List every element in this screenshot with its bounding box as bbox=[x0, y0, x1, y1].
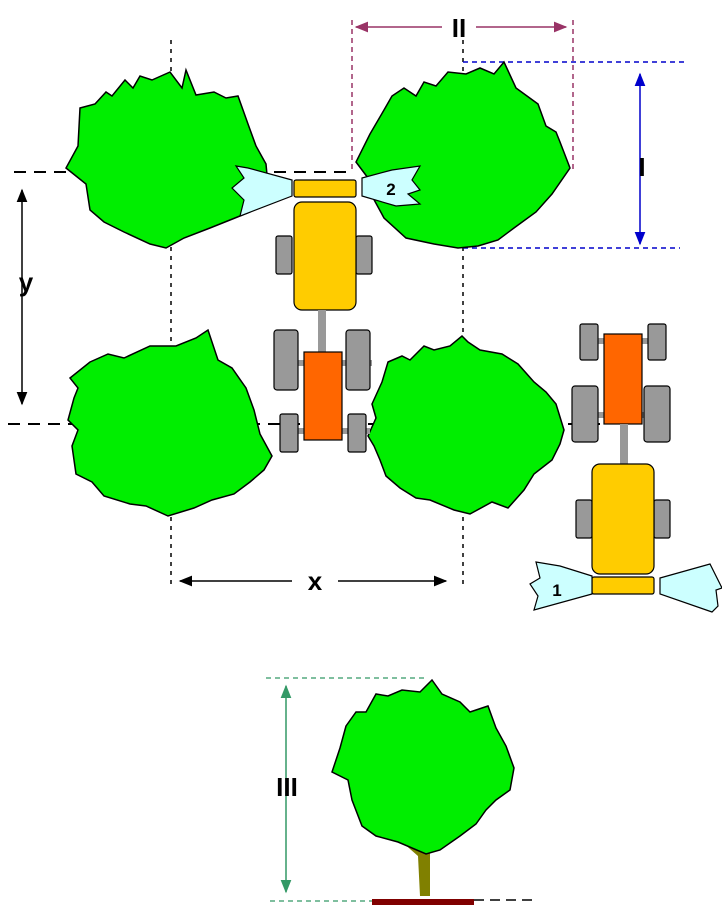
sprayer-fan-icon bbox=[529, 561, 593, 611]
tow-bar bbox=[620, 424, 628, 466]
ground-line bbox=[372, 899, 474, 905]
sprayer-boom bbox=[293, 179, 357, 198]
tree-canopy-icon bbox=[65, 67, 269, 249]
wheel bbox=[273, 329, 299, 391]
sprayer-fan-icon bbox=[659, 563, 722, 613]
tree-canopies bbox=[65, 60, 571, 517]
canopy-guides bbox=[351, 20, 684, 249]
wheel bbox=[275, 235, 293, 275]
wheel bbox=[647, 323, 667, 361]
wheel bbox=[345, 329, 371, 391]
dimension-arrows bbox=[16, 21, 646, 587]
wheel bbox=[643, 385, 671, 443]
label-II: II bbox=[452, 13, 466, 43]
sprayer-fans-top bbox=[231, 165, 422, 217]
label-I: I bbox=[638, 152, 645, 182]
tree-canopy-icon bbox=[367, 334, 565, 515]
wheel bbox=[575, 499, 593, 539]
label-III: III bbox=[276, 772, 298, 802]
label-sprayer-1: 1 bbox=[552, 581, 561, 600]
sprayer-fan-icon bbox=[361, 165, 422, 207]
tractor-body bbox=[293, 201, 357, 311]
tree-canopy-icon bbox=[355, 60, 571, 249]
tree-canopy-icon bbox=[67, 328, 273, 517]
label-sprayer-2: 2 bbox=[386, 180, 395, 199]
sprayer-fan-icon bbox=[231, 165, 293, 217]
tractor-icon bbox=[571, 323, 671, 595]
trailer-body bbox=[303, 351, 343, 441]
sprayer-boom bbox=[591, 576, 655, 595]
wheel bbox=[653, 499, 671, 539]
wheel bbox=[279, 413, 299, 453]
wheel bbox=[579, 323, 599, 361]
tractor-icon bbox=[273, 179, 373, 453]
dimension-labels: y x I II III 1 2 bbox=[19, 13, 646, 802]
label-x: x bbox=[308, 566, 323, 596]
tree-side-view-icon bbox=[266, 677, 532, 905]
tree-side-canopy bbox=[331, 678, 515, 855]
label-y: y bbox=[19, 267, 34, 297]
tow-bar bbox=[318, 310, 326, 354]
sprayer-fans-bottom bbox=[529, 561, 722, 613]
wheel bbox=[347, 413, 367, 453]
wheel bbox=[355, 235, 373, 275]
wheel bbox=[571, 385, 599, 443]
trailer-body bbox=[603, 333, 643, 425]
tractor-body bbox=[591, 463, 655, 575]
